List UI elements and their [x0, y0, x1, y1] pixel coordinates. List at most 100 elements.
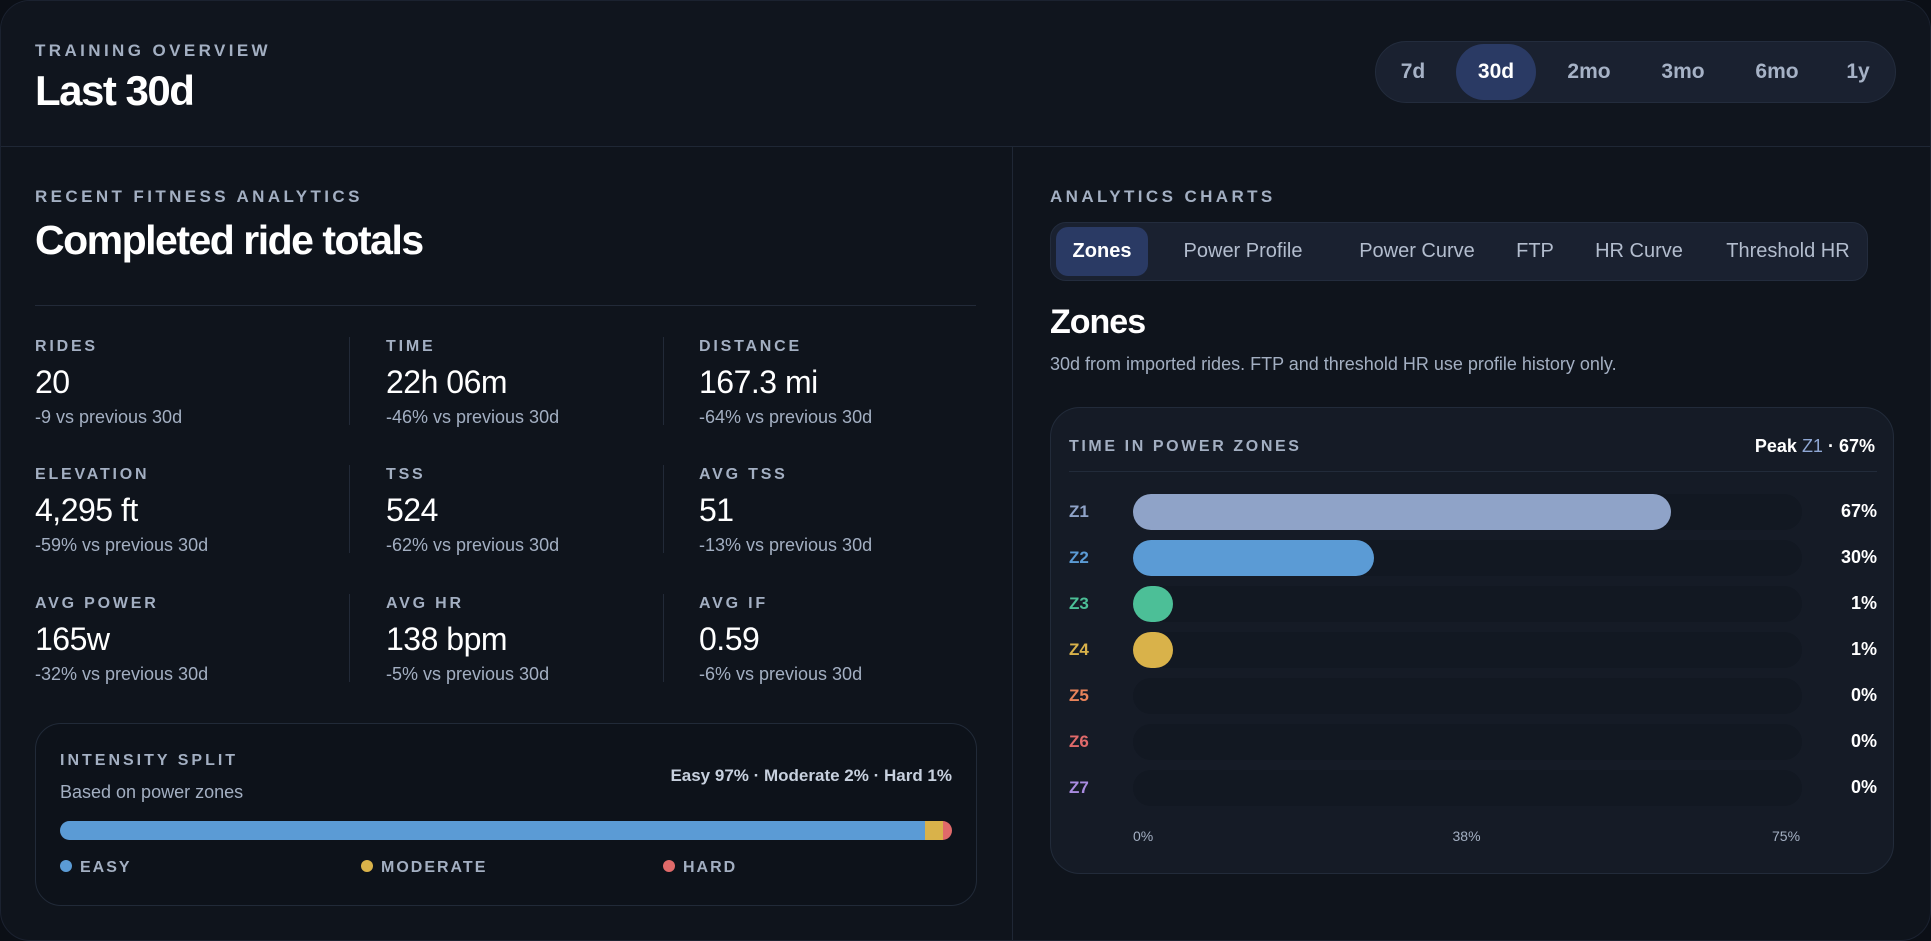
header-eyebrow: TRAINING OVERVIEW	[35, 41, 272, 60]
metric-delta: -13% vs previous 30d	[699, 535, 873, 555]
metric-avg-if: AVG IF 0.59 -6% vs previous 30d	[699, 595, 999, 685]
zone-row-z6: Z6 0%	[1051, 722, 1895, 762]
metric-label: TIME	[386, 338, 436, 355]
tab-ftp[interactable]: FTP	[1516, 240, 1554, 262]
metric-delta: -59% vs previous 30d	[35, 535, 209, 555]
divider	[35, 305, 976, 306]
zone-percent: 1%	[1850, 593, 1877, 613]
zone-label: Z6	[1069, 732, 1089, 751]
tab-threshold-hr[interactable]: Threshold HR	[1726, 240, 1850, 262]
range-30d-button[interactable]: 30d	[1456, 44, 1536, 100]
page-header: TRAINING OVERVIEW Last 30d 7d 30d 2mo 3m…	[1, 1, 1930, 147]
section-eyebrow: RECENT FITNESS ANALYTICS	[35, 187, 363, 206]
zone-row-z4: Z4 1%	[1051, 630, 1895, 670]
zone-track	[1133, 770, 1802, 806]
peak-zone: Z1	[1801, 436, 1823, 456]
power-zones-card: TIME IN POWER ZONES Peak Z1 · 67% Z1 67% Z…	[1050, 407, 1894, 874]
time-range-selector: 7d 30d 2mo 3mo 6mo 1y	[1375, 41, 1896, 103]
range-3mo-button[interactable]: 3mo	[1661, 60, 1705, 83]
panel-divider	[1012, 147, 1013, 940]
metric-value: 138 bpm	[386, 621, 508, 657]
zone-percent: 1%	[1850, 639, 1877, 659]
zone-track	[1133, 724, 1802, 760]
metric-avg-tss: AVG TSS 51 -13% vs previous 30d	[699, 466, 999, 556]
range-2mo-button[interactable]: 2mo	[1567, 60, 1611, 83]
legend-label: MODERATE	[381, 859, 488, 876]
metric-delta: -62% vs previous 30d	[386, 535, 560, 555]
zone-bar	[1133, 632, 1173, 668]
chart-section-title: Zones	[1050, 303, 1146, 341]
x-tick-label: 38%	[1452, 828, 1481, 844]
zone-label: Z1	[1069, 502, 1089, 521]
zone-track	[1133, 678, 1802, 714]
tab-power-profile[interactable]: Power Profile	[1183, 240, 1303, 262]
intensity-eyebrow: INTENSITY SPLIT	[60, 752, 239, 769]
intensity-bar	[60, 821, 952, 840]
legend-hard: HARD	[663, 859, 737, 877]
zone-percent: 0%	[1850, 777, 1877, 797]
zone-row-z2: Z2 30%	[1051, 538, 1895, 578]
intensity-segment-moderate	[925, 821, 944, 840]
metric-value: 51	[699, 492, 734, 528]
intensity-split-card: INTENSITY SPLIT Based on power zones Eas…	[35, 723, 977, 906]
intensity-summary: Easy 97% · Moderate 2% · Hard 1%	[670, 766, 952, 785]
section-title: Completed ride totals	[35, 217, 424, 263]
intensity-segment-easy	[60, 821, 926, 840]
tab-zones[interactable]: Zones	[1056, 227, 1148, 276]
chart-title: TIME IN POWER ZONES	[1069, 438, 1302, 455]
intensity-subtitle: Based on power zones	[60, 782, 244, 802]
zone-row-z3: Z3 1%	[1051, 584, 1895, 624]
metric-delta: -6% vs previous 30d	[699, 664, 863, 684]
metric-rides: RIDES 20 -9 vs previous 30d	[35, 338, 335, 428]
metric-label: AVG HR	[386, 595, 464, 612]
peak-prefix: Peak	[1754, 436, 1797, 456]
zone-row-z1: Z1 67%	[1051, 492, 1895, 532]
metric-label: AVG TSS	[699, 466, 788, 483]
range-7d-button[interactable]: 7d	[1400, 60, 1426, 83]
metric-label: AVG IF	[699, 595, 768, 612]
zone-percent: 30%	[1840, 547, 1877, 567]
metric-delta: -5% vs previous 30d	[386, 664, 550, 684]
range-6mo-button[interactable]: 6mo	[1755, 60, 1799, 83]
chart-description: 30d from imported rides. FTP and thresho…	[1050, 354, 1617, 374]
tab-power-curve[interactable]: Power Curve	[1359, 240, 1475, 262]
zone-percent: 67%	[1840, 501, 1877, 521]
metric-elevation: ELEVATION 4,295 ft -59% vs previous 30d	[35, 466, 335, 556]
x-tick-label: 75%	[1772, 828, 1801, 844]
metric-time: TIME 22h 06m -46% vs previous 30d	[386, 338, 686, 428]
metric-delta: -46% vs previous 30d	[386, 407, 560, 427]
metric-value: 4,295 ft	[35, 492, 138, 528]
metric-distance: DISTANCE 167.3 mi -64% vs previous 30d	[699, 338, 999, 428]
zone-bar	[1133, 540, 1374, 576]
metric-label: TSS	[386, 466, 426, 483]
page-title: Last 30d	[35, 67, 195, 114]
moderate-dot-icon	[361, 860, 373, 872]
legend-label: HARD	[683, 859, 738, 876]
metric-value: 20	[35, 364, 70, 400]
metric-divider	[663, 465, 664, 553]
zone-label: Z7	[1069, 778, 1089, 797]
metric-divider	[349, 594, 350, 682]
tab-hr-curve[interactable]: HR Curve	[1595, 240, 1683, 262]
zone-percent: 0%	[1850, 731, 1877, 751]
zone-percent: 0%	[1850, 685, 1877, 705]
chart-tabs: Zones Power Profile Power Curve FTP HR C…	[1050, 222, 1868, 281]
metric-value: 0.59	[699, 621, 760, 657]
zone-label: Z2	[1069, 548, 1089, 567]
zone-row-z5: Z5 0%	[1051, 676, 1895, 716]
zone-label: Z3	[1069, 594, 1089, 613]
metric-avg-power: AVG POWER 165w -32% vs previous 30d	[35, 595, 335, 685]
range-1y-button[interactable]: 1y	[1846, 60, 1870, 83]
metric-value: 524	[386, 492, 438, 528]
zone-label: Z5	[1069, 686, 1089, 705]
intensity-segment-hard	[943, 821, 952, 840]
legend-easy: EASY	[60, 859, 132, 877]
metric-tss: TSS 524 -62% vs previous 30d	[386, 466, 686, 556]
metric-delta: -9 vs previous 30d	[35, 407, 183, 427]
zone-bar	[1133, 494, 1671, 530]
hard-dot-icon	[663, 860, 675, 872]
zone-track	[1133, 586, 1802, 622]
metric-label: AVG POWER	[35, 595, 159, 612]
metric-label: RIDES	[35, 338, 98, 355]
metric-divider	[349, 465, 350, 553]
